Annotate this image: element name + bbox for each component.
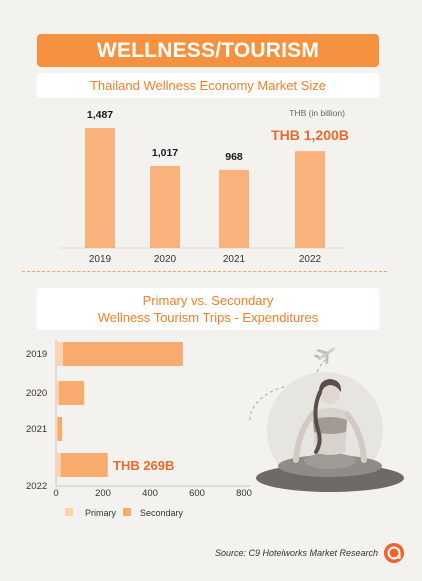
source-note: Source: C9 Hotelworks Market Research bbox=[214, 548, 378, 558]
chart2-bar-primary-2022 bbox=[56, 453, 61, 477]
airplane-icon bbox=[313, 347, 336, 365]
chart2-category-2020: 2020 bbox=[26, 388, 47, 399]
legend-label-primary: Primary bbox=[85, 508, 116, 518]
chart1-title: Thailand Wellness Economy Market Size bbox=[89, 78, 327, 93]
chart2-bar-primary-2019 bbox=[56, 342, 64, 366]
chart2-bar-secondary-2022 bbox=[60, 453, 108, 477]
chart1-bar-2019 bbox=[85, 128, 115, 248]
chart2-title-line1: Primary vs. Secondary bbox=[142, 293, 274, 308]
chart1-bar-2020 bbox=[150, 165, 180, 248]
chart2-bar-primary-2021 bbox=[56, 417, 58, 441]
chart1-tick-2022: 2022 bbox=[299, 254, 322, 265]
woman-head bbox=[320, 384, 340, 404]
woman-right-arm bbox=[344, 411, 367, 463]
chart1-bar-2022 bbox=[295, 151, 325, 248]
page-title-banner: WELLNESS/TOURISM bbox=[37, 34, 379, 67]
chart2-bar-secondary-2020 bbox=[58, 381, 85, 405]
chart2-x-tick-200: 200 bbox=[95, 488, 111, 499]
chart2-bar-secondary-2021 bbox=[57, 417, 63, 441]
chart2-category-2022: 2022 bbox=[26, 481, 47, 492]
chart2-x-tick-600: 600 bbox=[189, 488, 205, 499]
chart1-tick-2020: 2020 bbox=[154, 254, 177, 265]
chart1-data-label-2019: 1,487 bbox=[87, 109, 113, 121]
chart2-x-tick-800: 800 bbox=[236, 488, 252, 499]
chart2-bar-primary-2020 bbox=[56, 381, 59, 405]
woman-hair bbox=[318, 379, 342, 396]
chart2-annotation: THB 269B bbox=[113, 458, 174, 473]
page-title: WELLNESS/TOURISM bbox=[96, 38, 320, 62]
woman-left-arm bbox=[293, 411, 316, 463]
chart1-tick-2019: 2019 bbox=[89, 254, 112, 265]
legend-swatch-primary bbox=[65, 508, 73, 516]
chart2-category-2019: 2019 bbox=[26, 349, 47, 360]
chart1-title-bar: Thailand Wellness Economy Market Size bbox=[37, 73, 379, 98]
chart1-bar-2021 bbox=[219, 169, 249, 248]
chart1-data-label-2020: 1,017 bbox=[152, 147, 178, 159]
chart1-tick-2021: 2021 bbox=[223, 254, 246, 265]
legend-swatch-secondary bbox=[123, 508, 131, 516]
chart2-title-line2: Wellness Tourism Trips - Expenditures bbox=[97, 310, 319, 325]
chart1-data-label-2022: THB 1,200B bbox=[271, 127, 349, 143]
chart2-title-bar: Primary vs. Secondary Wellness Tourism T… bbox=[37, 288, 379, 330]
chart2-x-tick-400: 400 bbox=[142, 488, 158, 499]
section-divider bbox=[22, 271, 387, 272]
chart1-unit-label: THB (in billion) bbox=[289, 108, 345, 118]
chart2-bar-secondary-2019 bbox=[63, 342, 183, 366]
legend-label-secondary: Secondary bbox=[140, 508, 184, 518]
chart2-category-2021: 2021 bbox=[26, 424, 47, 435]
chart2-x-tick-0: 0 bbox=[53, 488, 58, 499]
chart1-data-label-2021: 968 bbox=[225, 151, 243, 163]
